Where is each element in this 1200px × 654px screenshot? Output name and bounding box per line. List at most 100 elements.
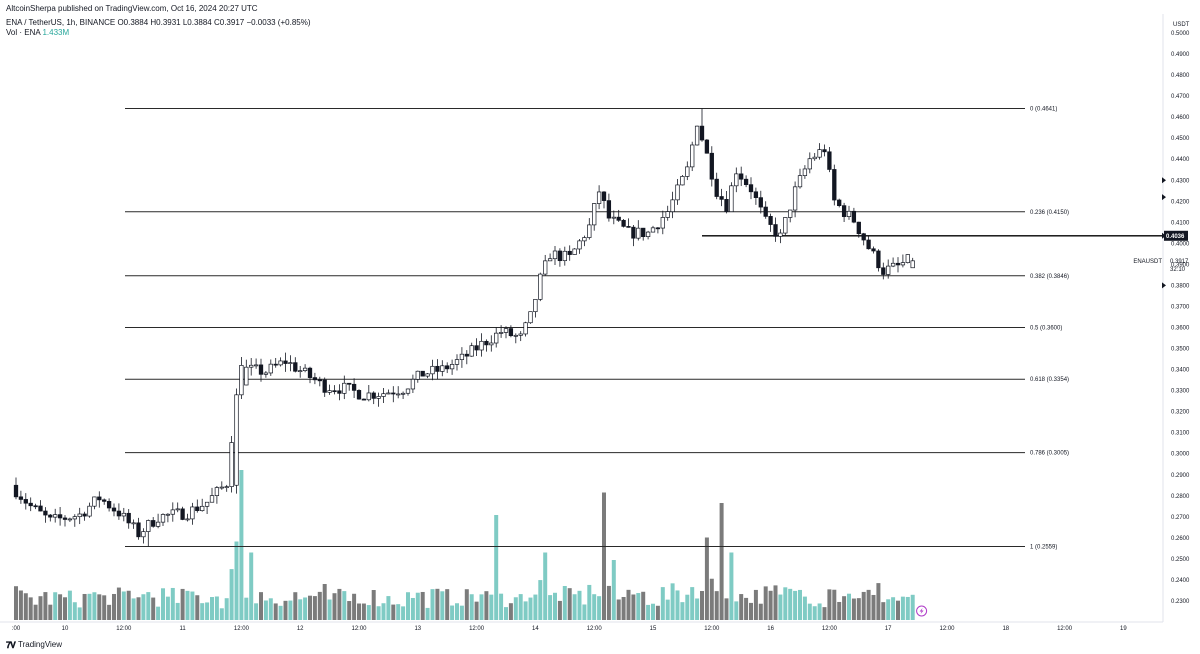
volume-bar (700, 591, 704, 620)
time-tick-label: 18 (1002, 626, 1009, 632)
volume-bar (352, 593, 357, 620)
volume-bar (577, 590, 582, 620)
volume-bar (283, 600, 288, 620)
volume-bar (479, 594, 484, 620)
candle-body (386, 392, 391, 395)
volume-bar (793, 590, 798, 620)
price-tick-label: 0.2700 (1171, 515, 1190, 521)
candle-body (38, 505, 43, 512)
volume-bar (254, 603, 259, 620)
volume-bar (636, 593, 641, 620)
price-tick-label: 0.3900 (1171, 262, 1190, 268)
candle-body (905, 254, 910, 263)
candle-body (244, 366, 249, 386)
volume-bar (528, 597, 533, 620)
volume-bar (753, 589, 758, 620)
price-tick-label: 0.3100 (1171, 431, 1190, 437)
candle-body (641, 227, 646, 237)
candle-body (361, 398, 367, 401)
candle-body (288, 362, 293, 364)
price-tick-label: 0.3400 (1171, 368, 1190, 374)
price-tick-label: 0.4300 (1171, 178, 1190, 184)
tradingview-logo[interactable]: 𝟕𝐕 TradingView (6, 640, 62, 650)
candle-body (577, 240, 582, 250)
axes-layer: USDT 0.2300 0.2400 0.2500 0.2600 0.2700 0.2800… (0, 14, 1190, 632)
price-axis-unit: USDT (1173, 22, 1190, 28)
candle-body (900, 262, 906, 266)
volume-bar (783, 587, 788, 620)
volume-bar (425, 607, 430, 620)
lightning-icon[interactable] (916, 605, 928, 617)
candle-body (376, 396, 381, 399)
volume-bar (224, 598, 229, 620)
candle-body (249, 364, 254, 368)
candle-body (356, 390, 362, 400)
volume-bar (611, 560, 616, 620)
axis-marker-icon (1162, 194, 1166, 201)
candle-body (253, 364, 259, 367)
candle-body (435, 365, 440, 372)
candle-body (699, 125, 705, 141)
volume-bar (435, 588, 440, 620)
time-tick-label: 14 (532, 626, 539, 632)
publisher-line: AltcoinSherpa published on TradingView.c… (6, 4, 258, 13)
candle-body (337, 390, 342, 394)
candle-body (538, 273, 543, 300)
candle-body (518, 333, 523, 336)
volume-bar (489, 594, 494, 620)
volume-bar (778, 594, 783, 620)
candle-body (484, 340, 489, 346)
volume-bar (572, 594, 577, 620)
volume-bar (856, 598, 861, 620)
volume-bar (876, 583, 881, 620)
volume-bar (768, 590, 773, 620)
candle-body (562, 250, 567, 262)
volume-bar (464, 589, 469, 620)
candle-body (494, 332, 499, 344)
candle-body (866, 239, 871, 250)
candle-body (62, 517, 68, 520)
volume-bar (361, 603, 366, 620)
volume-bar (180, 588, 185, 620)
candle-body (533, 298, 538, 313)
candle-body (263, 372, 269, 375)
candle-body (307, 367, 313, 378)
fib-level-label: 0.382 (0.3846) (1030, 274, 1069, 280)
candle-body (396, 393, 401, 396)
candle-body (582, 237, 587, 242)
candle-body (381, 393, 386, 397)
volume-bar (508, 603, 513, 620)
volume-bar (587, 584, 592, 620)
time-tick-label: 12:00 (469, 626, 485, 632)
volume-legend[interactable]: Vol · ENA 1.433M (6, 28, 69, 38)
volume-bar (440, 591, 445, 620)
candle-body (680, 176, 685, 186)
candle-body (366, 392, 371, 401)
volume-bar (210, 597, 214, 620)
volume-bar (523, 601, 528, 620)
volume-bar (48, 604, 53, 620)
fibonacci-retracement[interactable]: 0 (0.4641) 0.236 (0.4150) 0.382 (0.3846) 0.… (125, 107, 1163, 551)
candle-body (611, 216, 616, 219)
candle-body (293, 362, 298, 372)
volume-bar (807, 603, 812, 620)
candle-body (18, 496, 24, 500)
volume-bar (391, 604, 396, 620)
candle-body (528, 311, 533, 324)
volume-bar (77, 607, 82, 620)
volume-bar (714, 591, 719, 620)
symbol-ohlc-line[interactable]: ENA / TetherUS, 1h, BINANCE O0.3884 H0.3… (6, 18, 311, 27)
volume-bar (631, 594, 636, 620)
price-tick-label: 0.2300 (1171, 599, 1190, 605)
volume-bar (886, 599, 891, 620)
candle-body (92, 496, 97, 507)
volume-bar (205, 602, 210, 620)
volume-bar (410, 597, 415, 620)
volume-bar (259, 592, 263, 620)
candle-body (371, 392, 376, 399)
volume-bar (107, 604, 112, 620)
candle-body (797, 175, 803, 188)
volume-bar (28, 597, 33, 620)
candle-body (425, 373, 430, 377)
